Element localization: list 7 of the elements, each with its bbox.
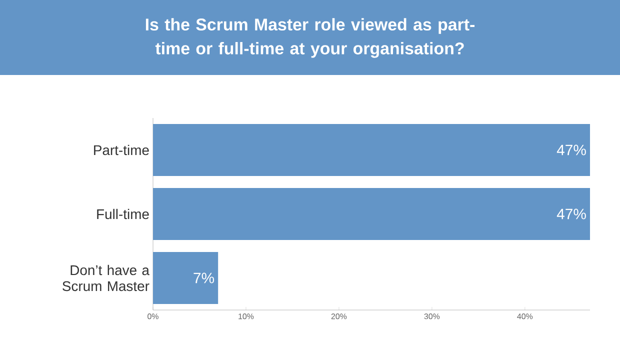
chart-title: Is the Scrum Master role viewed as part-time or full-time at your organisation? <box>146 18 474 58</box>
y-tick-label: Don’t have a Scrum Master <box>62 264 150 292</box>
data-label: 7% <box>194 272 214 284</box>
data-label: 47% <box>556 208 586 220</box>
data-label: 47% <box>556 144 586 156</box>
y-tick-label: Full-time <box>97 208 149 220</box>
y-tick-label: Part-time <box>94 144 149 156</box>
